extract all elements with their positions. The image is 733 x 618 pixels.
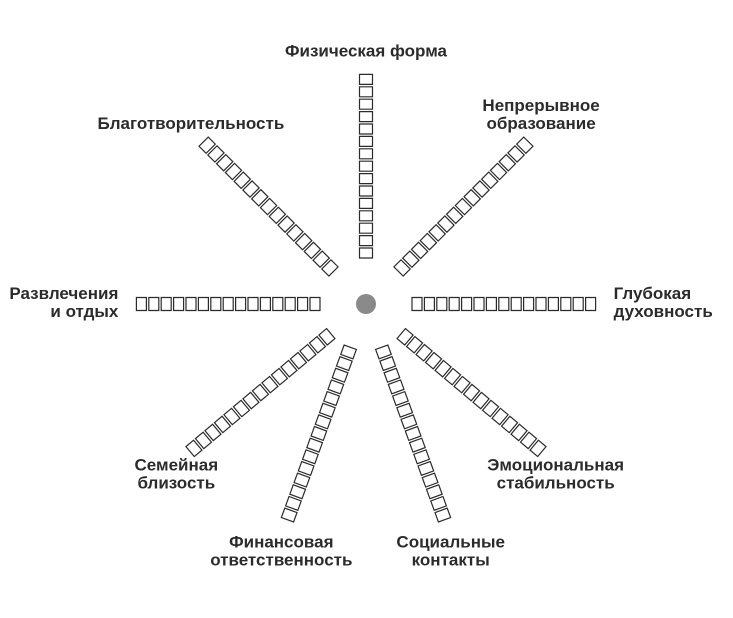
spoke-segment: [380, 357, 396, 371]
spoke-segment: [360, 99, 373, 109]
spoke-segment: [360, 198, 373, 208]
spoke-segment: [360, 186, 373, 196]
spoke-segment: [336, 357, 352, 371]
spoke-segment: [149, 298, 159, 311]
spoke-segment: [328, 380, 344, 394]
spoke-segment: [524, 298, 534, 311]
spoke-deep-spirituality: Глубокаядуховность: [412, 284, 713, 321]
spoke-segment: [360, 74, 373, 84]
spoke-segment: [198, 298, 208, 311]
spoke-segment: [424, 298, 434, 311]
spoke-continuous-education: Непрерывноеобразование: [394, 96, 600, 276]
spoke-segment: [437, 298, 447, 311]
spoke-social-contacts: Социальныеконтакты: [376, 345, 505, 569]
spoke-segment: [290, 485, 306, 499]
spoke-segment: [360, 149, 373, 159]
spoke-segment: [435, 508, 451, 522]
spoke-segment: [161, 298, 171, 311]
spoke-entertainment-rest: Развлеченияи отдых: [9, 284, 320, 321]
spoke-segment: [405, 427, 421, 441]
spoke-segment: [315, 415, 331, 429]
spoke-segment: [376, 345, 392, 359]
spoke-segment: [324, 392, 340, 406]
spoke-charity-label: Благотворительность: [98, 114, 285, 133]
spoke-segment: [286, 496, 302, 510]
life-balance-wheel-diagram: Физическая форма Непрерывноеобразование Гл…: [0, 0, 733, 618]
spoke-segment: [548, 298, 558, 311]
spoke-deep-spirituality-label: Глубокаядуховность: [614, 284, 713, 321]
spoke-segment: [136, 298, 146, 311]
center-dot: [356, 294, 376, 314]
spoke-segment: [360, 112, 373, 122]
spoke-charity: Благотворительность: [98, 114, 339, 276]
spoke-segment: [303, 450, 319, 464]
spoke-segment: [422, 473, 438, 487]
spoke-segment: [360, 124, 373, 134]
spoke-segment: [397, 403, 413, 417]
spoke-segment: [311, 427, 327, 441]
spoke-segment: [388, 380, 404, 394]
spoke-segment: [401, 415, 417, 429]
spoke-entertainment-rest-label: Развлеченияи отдых: [9, 284, 119, 321]
spoke-segment: [223, 298, 233, 311]
spoke-segment: [431, 496, 447, 510]
spoke-segment: [236, 298, 246, 311]
spoke-segment: [186, 298, 196, 311]
spoke-financial-responsibility-label: Финансоваяответственность: [210, 532, 352, 569]
spoke-segment: [211, 298, 221, 311]
spoke-segment: [310, 298, 320, 311]
spoke-segment: [449, 298, 459, 311]
spoke-segment: [298, 462, 314, 476]
spoke-segment: [281, 508, 297, 522]
spoke-emotional-stability-label: Эмоциональнаястабильность: [487, 455, 624, 492]
spoke-segment: [294, 473, 310, 487]
spoke-segment: [586, 298, 596, 311]
spoke-segment: [360, 87, 373, 97]
spoke-segment: [536, 298, 546, 311]
spoke-segment: [418, 462, 434, 476]
spoke-segment: [414, 450, 430, 464]
spoke-segment: [320, 403, 336, 417]
spoke-segment: [511, 298, 521, 311]
spoke-segment: [360, 211, 373, 221]
spoke-segment: [174, 298, 184, 311]
spoke-segment: [412, 298, 422, 311]
spoke-segment: [499, 298, 509, 311]
spoke-segment: [273, 298, 283, 311]
spoke-segment: [462, 298, 472, 311]
spoke-segment: [573, 298, 583, 311]
spoke-segment: [384, 368, 400, 382]
spoke-segment: [410, 438, 426, 452]
spoke-continuous-education-label: Непрерывноеобразование: [482, 96, 599, 133]
spoke-segment: [285, 298, 295, 311]
spoke-segment: [427, 485, 443, 499]
spoke-social-contacts-label: Социальныеконтакты: [396, 532, 505, 569]
spoke-segment: [341, 345, 357, 359]
spoke-segment: [248, 298, 258, 311]
spoke-segment: [360, 223, 373, 233]
spoke-segment: [307, 438, 323, 452]
spoke-segment: [393, 392, 409, 406]
spoke-physical-fitness-label: Физическая форма: [285, 41, 448, 60]
spoke-physical-fitness: Физическая форма: [285, 41, 448, 258]
spoke-segment: [298, 298, 308, 311]
spoke-segment: [360, 236, 373, 246]
spoke-segment: [360, 136, 373, 146]
spoke-family-closeness-label: Семейнаяблизость: [135, 455, 219, 492]
spoke-segment: [561, 298, 571, 311]
spoke-segment: [260, 298, 270, 311]
spoke-segment: [474, 298, 484, 311]
spoke-segment: [486, 298, 496, 311]
spoke-segment: [332, 368, 348, 382]
spoke-segment: [360, 174, 373, 184]
spoke-segment: [360, 161, 373, 171]
spoke-segment: [360, 248, 373, 258]
